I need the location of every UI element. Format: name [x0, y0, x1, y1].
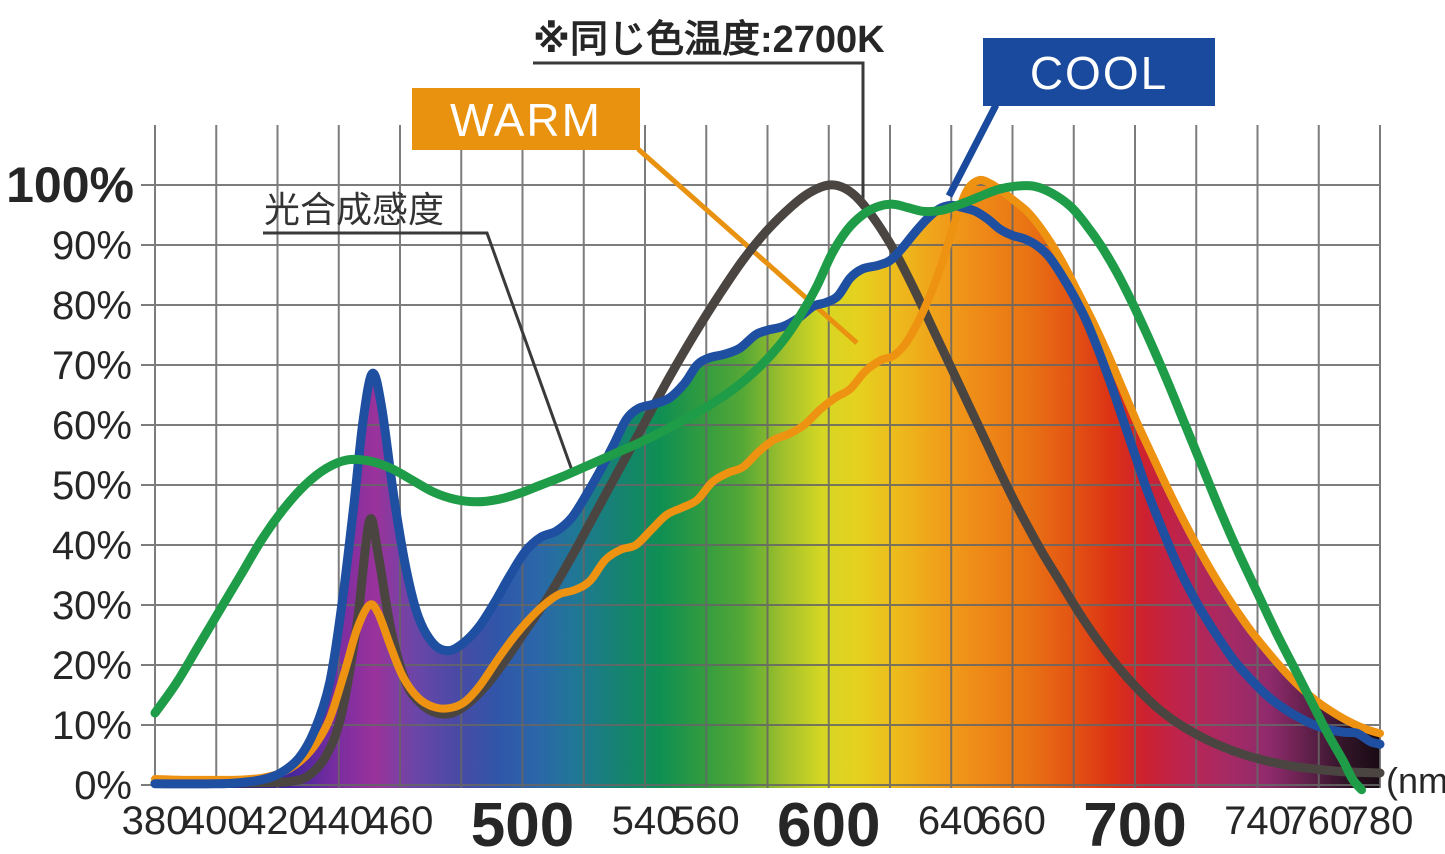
- x-tick-label: 640: [918, 799, 985, 843]
- x-tick-label: 760: [1285, 799, 1352, 843]
- x-tick-label: 780: [1347, 799, 1414, 843]
- cool-label-box: COOL: [983, 38, 1215, 106]
- photosynthesis-sensitivity-curve: [150, 181, 1367, 795]
- x-tick-label: 700: [1083, 791, 1186, 854]
- WARM-curve: [151, 175, 1384, 784]
- y-tick-label: 70%: [52, 344, 132, 388]
- cool-label-text: COOL: [1030, 47, 1168, 99]
- y-tick-label: 90%: [52, 224, 132, 268]
- y-tick-label: 100%: [6, 157, 134, 213]
- callout-lines: [263, 61, 1000, 477]
- y-tick-label: 40%: [52, 524, 132, 568]
- x-tick-label: 400: [183, 799, 250, 843]
- photosynthesis-leader-line: [263, 231, 576, 477]
- x-axis-unit-label: (nm): [1386, 760, 1445, 801]
- x-tick-label: 600: [777, 791, 880, 854]
- warm-leader-line: [636, 147, 859, 345]
- y-tick-label: 30%: [52, 584, 132, 628]
- note-leader-line: [533, 61, 865, 200]
- x-tick-label: 560: [673, 799, 740, 843]
- y-tick-label: 60%: [52, 404, 132, 448]
- y-axis-labels: 100% 90% 80% 70% 60% 50% 40% 30% 20% 10% 0%: [6, 157, 134, 808]
- x-tick-label: 420: [244, 799, 311, 843]
- x-tick-label: 440: [305, 799, 372, 843]
- x-tick-label: 460: [367, 799, 434, 843]
- curves: [150, 175, 1385, 795]
- x-tick-label: 380: [122, 799, 189, 843]
- x-tick-label: 540: [612, 799, 679, 843]
- color-temperature-note: ※同じ色温度:2700K: [533, 19, 885, 61]
- photosynthesis-label: 光合成感度: [264, 189, 444, 230]
- warm-label-text: WARM: [450, 94, 602, 146]
- y-tick-label: 10%: [52, 704, 132, 748]
- y-tick-label: 80%: [52, 284, 132, 328]
- x-tick-label: 660: [979, 799, 1046, 843]
- y-tick-label: 0%: [74, 764, 132, 808]
- 2700K-reference-curve: [150, 180, 1385, 788]
- y-tick-label: 20%: [52, 644, 132, 688]
- y-tick-label: 50%: [52, 464, 132, 508]
- warm-label-box: WARM: [412, 88, 640, 150]
- x-tick-label: 740: [1224, 799, 1291, 843]
- x-tick-label: 500: [471, 791, 574, 854]
- cool-leader-line: [945, 103, 1000, 198]
